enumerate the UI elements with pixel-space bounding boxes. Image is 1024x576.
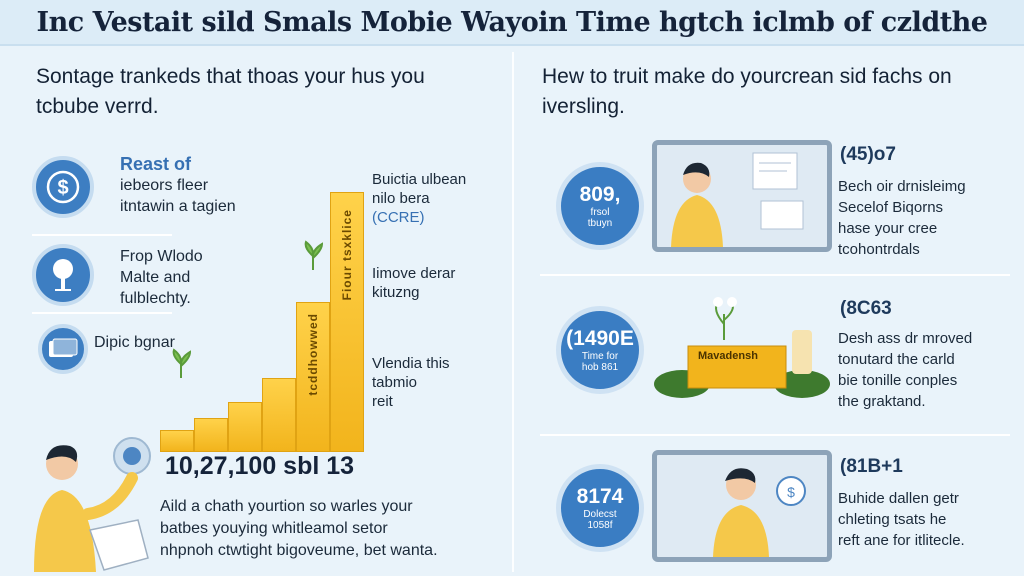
lightbulb-icon <box>32 244 94 306</box>
left-panel: Sontage trankeds that thoas your hus you… <box>10 52 506 572</box>
chart-label-3-line-3: reit <box>372 393 393 410</box>
stat-circle-1-sub-2: tbuyn <box>587 218 613 229</box>
row-2-line-4: the graktand. <box>838 393 926 410</box>
left-description-line-1: Aild a chath yourtion so warles your <box>160 498 413 515</box>
scene-2-illustration <box>654 297 830 398</box>
chart-label-2: Iimove derar kituzng <box>372 264 502 302</box>
right-panel: Hew to truit make do yourcrean sid fachs… <box>520 52 1016 572</box>
row-3-description: Buhide dallen getr chleting tsats he ref… <box>838 488 1008 551</box>
feature-separator <box>32 234 172 236</box>
left-description: Aild a chath yourtion so warles your bat… <box>160 496 500 562</box>
plant-icon <box>172 348 192 378</box>
scene-2-sign: Mavadensh <box>698 350 758 362</box>
stair-bar-3 <box>228 402 262 452</box>
row-1-description: Bech oir drnisleimg Secelof Biqorns hase… <box>838 176 1008 260</box>
scene-1-illustration <box>671 152 804 247</box>
bar-label-mid: tcddhowwed <box>306 313 320 396</box>
stat-circle-3-sub-1: Dolecst <box>583 509 617 520</box>
stair-bar-4 <box>262 378 296 452</box>
title-bar: Inc Vestait sild Smals Mobie Wayoin Time… <box>0 0 1024 46</box>
feature-2-line-2: Malte and <box>120 269 191 286</box>
chart-label-1-line-2: nilo bera <box>372 190 430 207</box>
chart-label-1-line-1: Buictia ulbean <box>372 171 467 188</box>
chart-label-3-line-1: Vlendia this <box>372 355 450 372</box>
row-2-line-3: bie tonille conples <box>838 372 958 389</box>
row-3-line-1: Buhide dallen getr <box>838 490 959 507</box>
stat-circle-3-number: 8174 <box>576 485 624 508</box>
row-1-line-3: hase your cree <box>838 220 938 237</box>
row-separator <box>540 274 1010 276</box>
scene-1-frame <box>652 140 832 252</box>
stat-circle-1-number: 809, <box>579 183 621 206</box>
row-1-line-1: Bech oir drnisleimg <box>838 178 966 195</box>
svg-text:$: $ <box>57 177 68 199</box>
stat-circle-1: 809, frsol tbuyn <box>556 162 644 250</box>
feature-2-line-1: Frop Wlodo <box>120 248 203 265</box>
chart-label-1-line-3: (CCRE) <box>372 209 425 226</box>
stair-bar-6: Fiour tsxklice <box>330 192 364 452</box>
chart-label-3: Vlendia this tabmio reit <box>372 354 502 411</box>
dollar-icon: $ <box>32 156 94 218</box>
stat-circle-2: (1490E Time for hob 861 <box>556 306 644 394</box>
chart-label-2-line-2: kituzng <box>372 284 420 301</box>
scene-3-frame: $ <box>652 450 832 562</box>
feature-1-title: Reast of <box>120 154 192 174</box>
feature-3: Dipic bgnar <box>94 332 214 353</box>
bar-label-tall: Fiour tsxklice <box>340 209 354 301</box>
stat-circle-1-sub-1: frsol <box>590 207 610 218</box>
stat-circle-2-sub-2: hob 861 <box>581 362 619 373</box>
plant-icon <box>304 240 324 270</box>
feature-1-line-2: itntawin a tagien <box>120 198 236 215</box>
stat-circle-3: 8174 Dolecst 1058f <box>556 464 644 552</box>
right-heading: Hew to truit make do yourcrean sid fachs… <box>542 65 952 118</box>
scene-3-illustration: $ <box>713 468 806 557</box>
svg-text:$: $ <box>787 484 795 500</box>
stair-bar-1 <box>160 430 194 452</box>
row-3-line-2: chleting tsats he <box>838 511 947 528</box>
row-separator <box>540 434 1010 436</box>
stair-bar-5: tcddhowwed <box>296 302 330 452</box>
row-2-description: Desh ass dr mroved tonutard the carld bi… <box>838 328 1008 412</box>
stair-bar-2 <box>194 418 228 452</box>
row-2-line-2: tonutard the carld <box>838 351 955 368</box>
stat-circle-2-number: (1490E <box>566 327 634 350</box>
left-description-line-3: nhpnoh ctwtight bigoveume, bet wanta. <box>160 542 438 559</box>
big-stat: 10,27,100 sbl 13 <box>165 452 355 480</box>
feature-1-line-1: iebeors fleer <box>120 177 209 194</box>
row-3-line-3: reft ane for itlitecle. <box>838 532 965 549</box>
row-1-code: (45)o7 <box>840 144 896 165</box>
row-1-line-4: tcohontrdals <box>838 241 920 258</box>
stat-circle-2-sub-1: Time for <box>581 351 619 362</box>
person-illustration <box>34 437 151 572</box>
chart-label-3-line-2: tabmio <box>372 374 418 391</box>
column-divider <box>512 52 514 572</box>
card-icon <box>38 324 88 374</box>
feature-3-line-1: Dipic bgnar <box>94 334 175 351</box>
chart-label-2-line-1: Iimove derar <box>372 265 456 282</box>
row-2-line-1: Desh ass dr mroved <box>838 330 973 347</box>
feature-separator <box>32 312 172 314</box>
row-1-line-2: Secelof Biqorns <box>838 199 944 216</box>
left-description-line-2: batbes youying whitleamol setor <box>160 520 388 537</box>
chart-label-1: Buictia ulbean nilo bera (CCRE) <box>372 170 502 227</box>
row-2-code: (8C63 <box>840 298 892 319</box>
stat-circle-3-sub-2: 1058f <box>587 520 613 531</box>
left-heading: Sontage trankeds that thoas your hus you… <box>36 65 425 118</box>
page-title: Inc Vestait sild Smals Mobie Wayoin Time… <box>36 6 988 38</box>
feature-2: Frop Wlodo Malte and fulblechty. <box>120 246 280 309</box>
feature-1: Reast of iebeors fleer itntawin a tagien <box>120 154 280 217</box>
scene-2 <box>652 290 832 402</box>
feature-2-line-3: fulblechty. <box>120 290 191 307</box>
growth-stairs-chart: tcddhowwed Fiour tsxklice <box>160 152 380 452</box>
row-3-code: (81B+1 <box>840 456 903 477</box>
